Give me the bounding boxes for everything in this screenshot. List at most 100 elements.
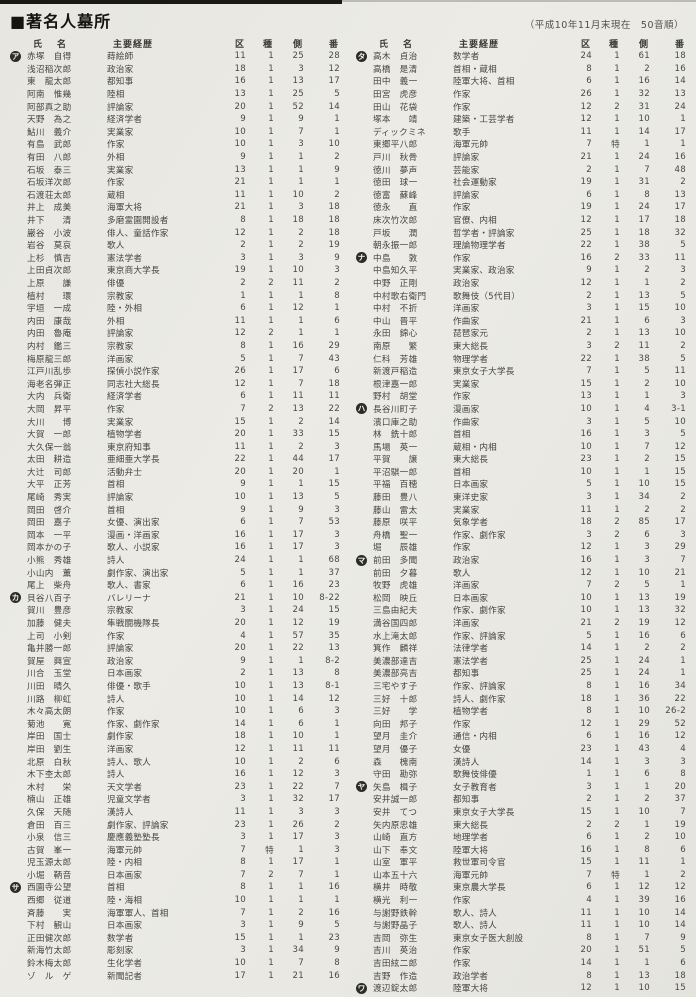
- ward-number: 2: [586, 819, 592, 830]
- ward-number: 8: [240, 215, 246, 226]
- person-name: 内村 鑑三: [27, 341, 72, 352]
- row-mark-cell: [10, 794, 27, 805]
- plot-number: 17: [674, 126, 686, 137]
- table-row: 望月 圭介 通信・内相 6 1 16 12: [356, 730, 688, 743]
- person-career: 俳優・歌手: [107, 681, 151, 692]
- type-number: 1: [268, 240, 274, 251]
- table-row: ヤ 矢島 楫子 女子教育者 3 1 1 20: [356, 780, 688, 793]
- row-mark-cell: [356, 101, 373, 112]
- plot-number: 8: [334, 668, 340, 679]
- plot-number: 15: [328, 605, 340, 616]
- plot-number: 1: [334, 869, 340, 880]
- page-title: ■著名人墓所: [10, 12, 112, 31]
- person-career: 海軍元帥: [453, 870, 489, 881]
- person-name: 鈴木梅太郎: [27, 959, 72, 970]
- person-name: 森 槐南: [373, 757, 418, 768]
- row-mark-cell: [356, 945, 373, 956]
- person-name: 北原 白秋: [27, 757, 72, 768]
- table-row: 木々高太朗 作家 10 1 6 3: [10, 705, 342, 718]
- person-career: 漫画家: [453, 404, 480, 415]
- side-number: 9: [298, 504, 304, 515]
- person-name: 川田 晴久: [27, 681, 72, 692]
- row-mark-cell: [356, 303, 373, 314]
- table-row: 大川 博 実業家 15 1 2 14: [10, 415, 342, 428]
- row-mark-cell: [10, 429, 27, 440]
- page-header: ■著名人墓所 （平成10年11月末現在 50音順）: [10, 6, 688, 34]
- type-number: 1: [268, 542, 274, 553]
- ward-number: 23: [580, 743, 592, 754]
- side-number: 16: [292, 580, 304, 591]
- plot-number: 3: [334, 832, 340, 843]
- plot-number: 19: [674, 819, 686, 830]
- type-number: 1: [614, 492, 620, 503]
- ward-number: 3: [240, 794, 246, 805]
- type-number: 1: [614, 555, 620, 566]
- plot-number: 14: [674, 76, 686, 87]
- type-number: 1: [614, 215, 620, 226]
- person-name: 下村 観山: [27, 921, 72, 932]
- table-row: 安井誠一郎 都知事 2 1 2 37: [356, 793, 688, 806]
- person-career: 作家、劇作家: [107, 719, 160, 730]
- ward-number: 15: [234, 416, 246, 427]
- person-name: 三宅やす子: [373, 681, 418, 692]
- ward-number: 12: [580, 718, 592, 729]
- ward-number: 14: [580, 643, 592, 654]
- table-row: 三好 学 植物学者 8 1 10 26-2: [356, 705, 688, 718]
- side-number: 14: [292, 693, 304, 704]
- row-mark-cell: [356, 580, 373, 591]
- ward-number: 26: [580, 89, 592, 100]
- row-mark-cell: [10, 89, 27, 100]
- person-career: 作曲家: [453, 417, 480, 428]
- plot-number: 16: [328, 970, 340, 981]
- side-number: 1: [298, 164, 304, 175]
- table-right-body: タ 高木 貞治 数学者 24 1 61 18 高橋 是清 首相・蔵相 8 1 2…: [356, 50, 688, 995]
- person-name: ディックミネ: [373, 127, 426, 138]
- person-name: 川路 柳虹: [27, 694, 72, 705]
- row-mark-cell: [10, 958, 27, 969]
- table-row: 大平 正芳 首相 9 1 1 15: [10, 478, 342, 491]
- row-mark-cell: [356, 618, 373, 629]
- side-number: 5: [644, 580, 650, 591]
- side-number: 10: [638, 983, 650, 994]
- person-name: 内田 康哉: [27, 316, 72, 327]
- person-name: 長谷川町子: [373, 404, 418, 415]
- side-number: 31: [638, 177, 650, 188]
- row-mark-cell: [10, 832, 27, 843]
- person-career: 女優、演出家: [107, 518, 160, 529]
- side-number: 3: [644, 429, 650, 440]
- table-row: 正田健次郎 数学者 15 1 1 23: [10, 932, 342, 945]
- person-career: 植物学者: [453, 707, 489, 718]
- person-career: 政治家: [453, 278, 480, 289]
- person-career: 歌人、小説家: [107, 543, 160, 554]
- side-number: 18: [638, 227, 650, 238]
- person-career: 実業家: [453, 379, 480, 390]
- plot-number: 8-1: [325, 680, 340, 691]
- type-number: 1: [268, 265, 274, 276]
- person-career: 隼戦闘機隊長: [107, 619, 160, 630]
- section-kana-badge: ア: [10, 50, 21, 62]
- table-row: 賀川 豊彦 宗教家 3 1 24 15: [10, 604, 342, 617]
- table-row: 徳富 蘇峰 評論家 6 1 8 13: [356, 189, 688, 202]
- plot-number: 6: [334, 315, 340, 326]
- side-number: 2: [298, 441, 304, 452]
- table-row: 海老名弾正 同志社大総長 12 1 7 18: [10, 377, 342, 390]
- person-name: 宇垣 一成: [27, 304, 72, 315]
- table-row: 下村 観山 日本画家 3 1 9 5: [10, 919, 342, 932]
- side-number: 12: [292, 618, 304, 629]
- side-number: 2: [644, 504, 650, 515]
- person-career: 児童文学者: [107, 795, 151, 806]
- row-mark-cell: [356, 630, 373, 641]
- ward-number: 21: [234, 592, 246, 603]
- row-mark-cell: [356, 932, 373, 943]
- person-career: 実業家、政治家: [453, 266, 515, 277]
- person-career: 日本画家: [453, 593, 489, 604]
- side-number: 10: [638, 907, 650, 918]
- row-mark-cell: [10, 177, 27, 188]
- ward-number: 11: [580, 920, 592, 931]
- type-number: 1: [614, 592, 620, 603]
- row-mark-cell: [356, 290, 373, 301]
- type-number: 1: [268, 895, 274, 906]
- row-mark-cell: [356, 920, 373, 931]
- person-career: 俳優: [107, 278, 125, 289]
- table-row: 鈴木梅太郎 生化学者 10 1 7 8: [10, 957, 342, 970]
